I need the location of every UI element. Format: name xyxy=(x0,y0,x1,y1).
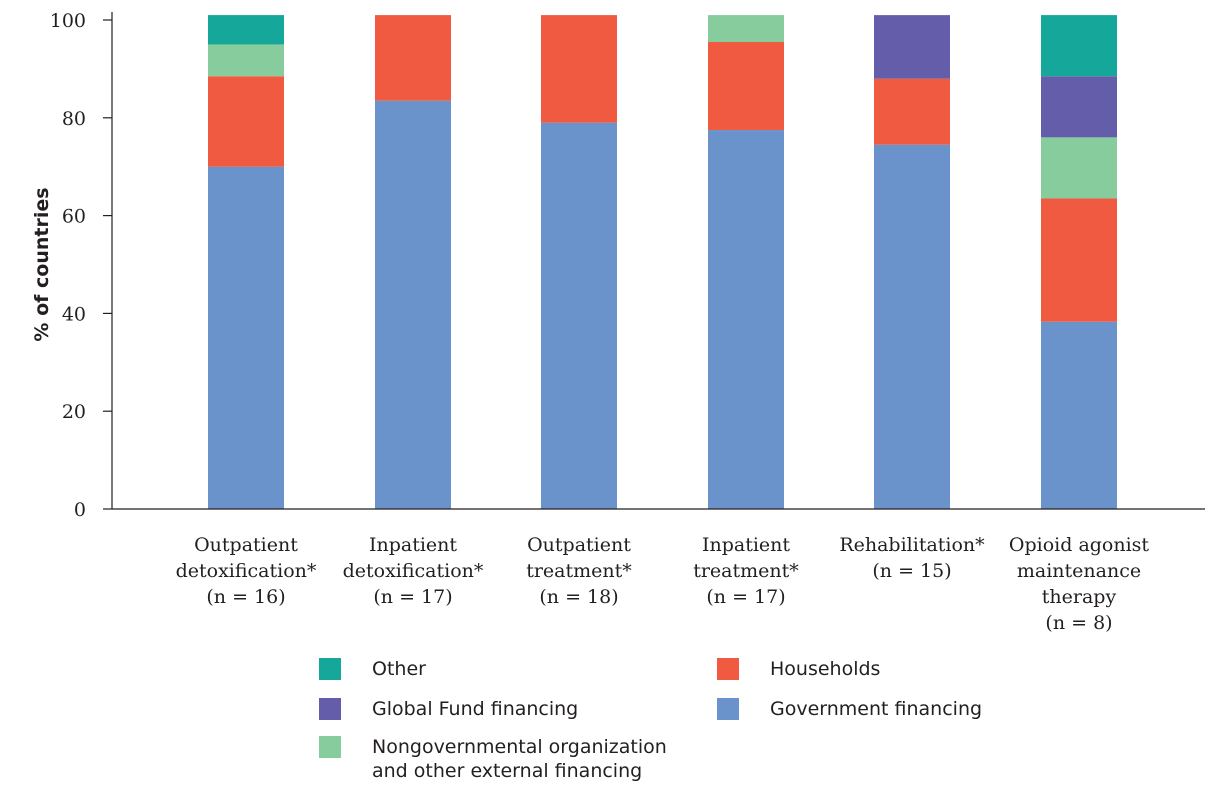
legend-label-government: Government financing xyxy=(770,698,983,720)
x-tick-label: Inpatient xyxy=(702,534,790,556)
bar-segment xyxy=(708,15,784,43)
legend-swatch-other xyxy=(319,658,341,680)
legend-item-government: Government financing xyxy=(717,697,982,721)
x-tick-label: (n = 8) xyxy=(1045,612,1112,634)
bar-segment xyxy=(1041,198,1117,322)
x-tick-label: detoxification* xyxy=(176,560,317,582)
x-tick-label: (n = 17) xyxy=(373,586,452,608)
legend-swatch-ngo xyxy=(319,736,341,758)
y-tick-label: 20 xyxy=(62,401,86,423)
x-tick-label: (n = 17) xyxy=(706,586,785,608)
x-tick-label: Inpatient xyxy=(369,534,457,556)
bar-segment xyxy=(541,122,617,509)
x-tick-label: Outpatient xyxy=(194,534,298,556)
bar-segment xyxy=(1041,137,1117,199)
y-tick-label: 0 xyxy=(74,499,86,521)
bar-segment xyxy=(708,130,784,509)
bar-segment xyxy=(375,15,451,101)
x-tick-label: detoxification* xyxy=(343,560,484,582)
bar-segment xyxy=(208,15,284,45)
legend-item-households: Households xyxy=(717,657,880,681)
legend-label-households: Households xyxy=(770,658,881,680)
x-tick-label: (n = 15) xyxy=(872,560,951,582)
bar-segment xyxy=(375,100,451,509)
bar-segment xyxy=(1041,321,1117,509)
legend-item-global-fund: Global Fund financing xyxy=(319,697,578,721)
bar-segment xyxy=(208,44,284,77)
bar-segment xyxy=(1041,76,1117,138)
bar-segment xyxy=(1041,15,1117,77)
legend-label-ngo-line1: Nongovernmental organization xyxy=(372,736,667,758)
x-tick-label: Outpatient xyxy=(527,534,631,556)
y-tick-label: 60 xyxy=(62,206,86,228)
legend-label-other: Other xyxy=(372,658,426,680)
legend-swatch-households xyxy=(717,658,739,680)
bar-segment xyxy=(874,15,950,79)
legend-item-other: Other xyxy=(319,657,426,681)
y-tick-label: 80 xyxy=(62,108,86,130)
x-tick-label: Rehabilitation* xyxy=(839,534,985,556)
legend-swatch-government xyxy=(717,698,739,720)
y-tick-label: 100 xyxy=(50,10,86,32)
bar-segment xyxy=(874,144,950,509)
x-tick-label: treatment* xyxy=(526,560,632,582)
y-tick-label: 40 xyxy=(62,303,86,325)
legend-item-ngo: Nongovernmental organization and other e… xyxy=(319,735,667,783)
bar-segment xyxy=(708,42,784,131)
x-tick-label: Opioid agonist xyxy=(1009,534,1150,556)
bar-segment xyxy=(208,166,284,509)
x-tick-label: (n = 18) xyxy=(539,586,618,608)
bar-segment xyxy=(208,76,284,167)
x-tick-label: (n = 16) xyxy=(206,586,285,608)
legend-label-global-fund: Global Fund financing xyxy=(372,698,579,720)
legend-label-ngo-line2: and other external financing xyxy=(372,760,643,782)
legend-swatch-global-fund xyxy=(319,698,341,720)
x-tick-label: treatment* xyxy=(693,560,799,582)
x-tick-label: maintenance xyxy=(1017,560,1141,582)
bar-segment xyxy=(541,15,617,123)
bar-segment xyxy=(874,78,950,145)
y-axis-label: % of countries xyxy=(31,187,53,341)
x-tick-label: therapy xyxy=(1042,586,1117,608)
